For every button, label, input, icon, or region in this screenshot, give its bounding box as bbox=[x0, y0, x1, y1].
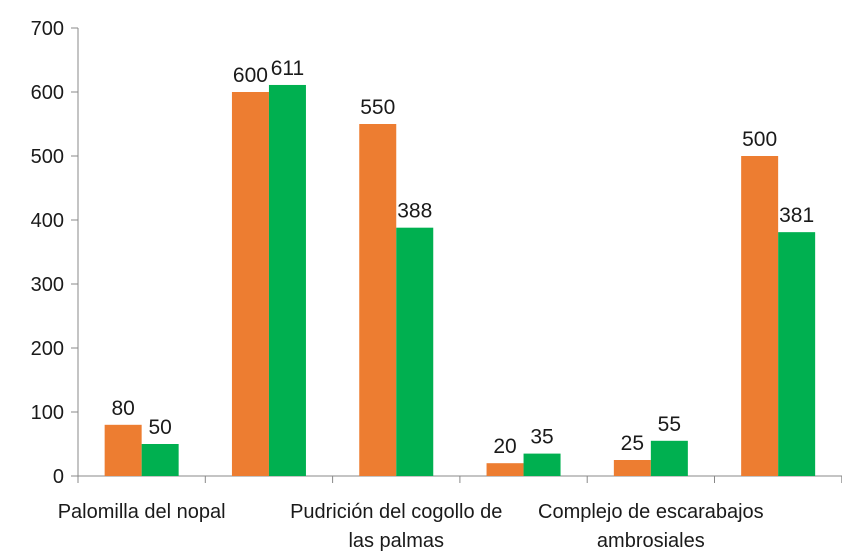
data-label: 35 bbox=[530, 426, 553, 449]
y-tick-label: 500 bbox=[31, 146, 64, 168]
data-label: 388 bbox=[397, 200, 432, 223]
data-label: 55 bbox=[658, 413, 681, 436]
data-label: 550 bbox=[360, 96, 395, 119]
y-axis: 0 100 200 300 400 500 600 700 bbox=[31, 18, 79, 488]
bar bbox=[486, 463, 524, 476]
bar bbox=[141, 444, 179, 476]
x-tick-label: Palomilla del nopal bbox=[58, 501, 226, 523]
y-tick-label: 400 bbox=[31, 210, 64, 232]
bar bbox=[231, 92, 269, 476]
x-tick-label: ambrosiales bbox=[597, 530, 705, 552]
y-tick-label: 700 bbox=[31, 18, 64, 40]
bar bbox=[359, 124, 397, 476]
y-tick-label: 600 bbox=[31, 82, 64, 104]
y-tick-label: 300 bbox=[31, 274, 64, 296]
bar bbox=[104, 424, 142, 476]
y-tick-label: 100 bbox=[31, 402, 64, 424]
category-labels: Palomilla del nopal Pudrición del cogollo… bbox=[58, 501, 764, 552]
x-tick-label: Complejo de escarabajos bbox=[538, 501, 764, 523]
data-label: 50 bbox=[148, 416, 171, 439]
data-label: 25 bbox=[621, 432, 644, 455]
data-label: 611 bbox=[271, 57, 304, 80]
data-label: 80 bbox=[111, 397, 134, 420]
bars bbox=[104, 84, 816, 477]
bar bbox=[613, 460, 651, 476]
bar bbox=[523, 453, 561, 476]
bar bbox=[396, 227, 434, 476]
bar bbox=[778, 232, 816, 476]
data-label: 381 bbox=[779, 204, 814, 227]
y-tick-label: 0 bbox=[53, 466, 64, 488]
data-label: 20 bbox=[493, 435, 516, 458]
x-tick-label: las palmas bbox=[348, 530, 444, 552]
bar bbox=[741, 156, 779, 476]
data-label: 600 bbox=[233, 64, 268, 87]
bar bbox=[268, 84, 306, 477]
data-label: 500 bbox=[742, 128, 777, 151]
data-labels: 80 50 600 611 550 388 20 35 25 55 500 381 bbox=[111, 57, 814, 458]
bar bbox=[650, 440, 688, 476]
x-tick-label: Pudrición del cogollo de bbox=[290, 501, 502, 523]
x-axis bbox=[77, 475, 842, 483]
y-tick-label: 200 bbox=[31, 338, 64, 360]
